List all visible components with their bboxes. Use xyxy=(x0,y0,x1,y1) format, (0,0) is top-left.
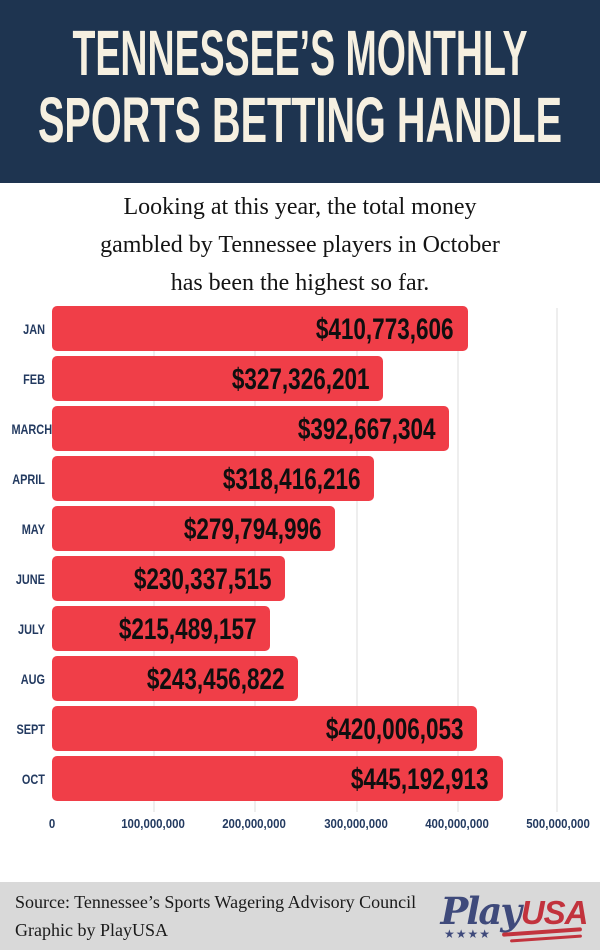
month-label: OCT xyxy=(21,771,45,787)
source-credit-text: Source: Tennessee’s Sports Wagering Advi… xyxy=(15,892,417,940)
bar-value-label: $318,416,216 xyxy=(222,463,361,496)
bar-april: $318,416,216 xyxy=(52,456,375,501)
title-line-2: SPORTS BETTING HANDLE xyxy=(38,84,562,156)
logo-usa-text: USA xyxy=(520,894,589,931)
bar-march: $392,667,304 xyxy=(52,406,450,451)
bar-june: $230,337,515 xyxy=(52,556,286,601)
bar-sept: $420,006,053 xyxy=(52,706,478,751)
bar-oct: $445,192,913 xyxy=(52,756,503,801)
x-gridline-300m xyxy=(355,308,358,812)
x-axis: 0 100,000,000 200,000,000 300,000,000 40… xyxy=(48,816,590,836)
bar-row-feb: FEB $327,326,201 xyxy=(0,356,600,406)
bar-aug: $243,456,822 xyxy=(52,656,299,701)
bar-value-label: $243,456,822 xyxy=(146,663,285,696)
bar-row-sept: SEPT $420,006,053 xyxy=(0,706,600,756)
bar-row-july: JULY $215,489,157 xyxy=(0,606,600,656)
stripe-icon xyxy=(509,934,583,943)
month-label: AUG xyxy=(20,671,45,687)
stars-icon: ★★★★ xyxy=(444,927,492,941)
playusa-logo: PlayUSA ★★★★ xyxy=(440,887,589,945)
x-gridline-500m xyxy=(556,308,558,812)
month-label: JUNE xyxy=(15,571,45,587)
x-tick-400m: 400,000,000 xyxy=(424,816,489,831)
bar-row-june: JUNE $230,337,515 xyxy=(0,556,600,606)
chart-subtitle: Looking at this year, the total money ga… xyxy=(100,193,500,296)
month-label: SEPT xyxy=(16,721,45,737)
bar-value-label: $215,489,157 xyxy=(118,613,257,646)
month-label: MARCH xyxy=(11,421,53,437)
page-title: TENNESSEE’S MONTHLY SPORTS BETTING HANDL… xyxy=(38,17,562,156)
month-label: MAY xyxy=(21,521,45,537)
x-tick-0: 0 xyxy=(48,816,56,831)
bar-row-aug: AUG $243,456,822 xyxy=(0,656,600,706)
bar-may: $279,794,996 xyxy=(52,506,336,551)
bar-value-label: $230,337,515 xyxy=(133,563,272,596)
bar-row-may: MAY $279,794,996 xyxy=(0,506,600,556)
bar-jan: $410,773,606 xyxy=(52,306,468,351)
logo-play-text: Play xyxy=(440,889,521,933)
x-tick-200m: 200,000,000 xyxy=(222,816,287,831)
x-tick-500m: 500,000,000 xyxy=(526,816,590,831)
bar-row-april: APRIL $318,416,216 xyxy=(0,456,600,506)
footer-bar: Source: Tennessee’s Sports Wagering Advi… xyxy=(0,882,600,950)
x-gridline-400m xyxy=(456,308,459,812)
month-label: JAN xyxy=(23,321,45,337)
header-banner: TENNESSEE’S MONTHLY SPORTS BETTING HANDL… xyxy=(0,0,600,183)
bar-value-label: $445,192,913 xyxy=(350,763,489,796)
x-tick-300m: 300,000,000 xyxy=(323,816,388,831)
bar-row-jan: JAN $410,773,606 xyxy=(0,306,600,356)
bar-row-march: MARCH $392,667,304 xyxy=(0,406,600,456)
bar-value-label: $420,006,053 xyxy=(325,713,464,746)
bar-row-oct: OCT $445,192,913 xyxy=(0,756,600,806)
x-tick-100m: 100,000,000 xyxy=(121,816,185,831)
bar-value-label: $279,794,996 xyxy=(183,513,322,546)
bar-value-label: $410,773,606 xyxy=(316,313,454,346)
bar-rows: JAN $410,773,606 FEB $327,326,201 MARCH … xyxy=(0,306,600,806)
spacer xyxy=(0,836,600,882)
month-label: FEB xyxy=(23,371,45,387)
bar-value-label: $327,326,201 xyxy=(231,363,370,396)
title-line-1: TENNESSEE’S MONTHLY xyxy=(73,17,528,89)
bar-value-label: $392,667,304 xyxy=(297,413,436,446)
month-label: JULY xyxy=(18,621,45,637)
month-label: APRIL xyxy=(12,471,45,487)
bar-july: $215,489,157 xyxy=(52,606,271,651)
flag-swoosh-icon: ★★★★ xyxy=(444,927,584,943)
bar-feb: $327,326,201 xyxy=(52,356,384,401)
bar-chart: JAN $410,773,606 FEB $327,326,201 MARCH … xyxy=(0,306,600,836)
